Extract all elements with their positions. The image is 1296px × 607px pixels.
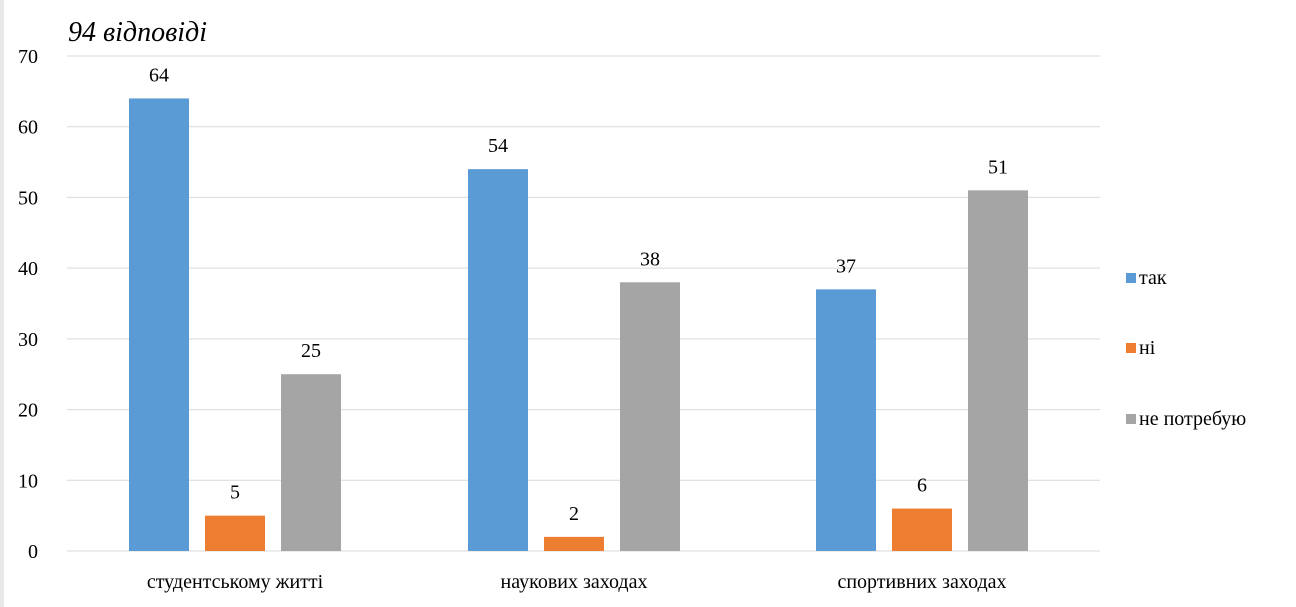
- y-tick-label: 30: [18, 329, 38, 351]
- x-category-label: студентському житті: [147, 571, 324, 593]
- y-tick-label: 70: [18, 46, 38, 68]
- legend-swatch: [1126, 343, 1136, 353]
- y-tick-label: 40: [18, 258, 38, 280]
- y-tick-label: 0: [28, 541, 38, 563]
- bar-не-потребую-1: [281, 374, 341, 551]
- data-label: 2: [569, 503, 579, 525]
- chart-subtitle: 94 відповіді: [68, 17, 207, 48]
- legend-label: не потребую: [1139, 408, 1246, 430]
- data-labels: 64 5 25 54 2 38 37 6 51: [149, 64, 1008, 524]
- legend-label: так: [1139, 267, 1167, 289]
- data-label: 6: [917, 475, 927, 497]
- axes: 0 10 20 30 40 50 60 70 студентському житті науков…: [18, 46, 1007, 593]
- data-label: 37: [836, 255, 856, 277]
- data-label: 5: [230, 482, 240, 504]
- y-tick-label: 60: [18, 117, 38, 139]
- bar-не-потребую-3: [968, 190, 1028, 551]
- bar-так-1: [129, 98, 189, 551]
- legend-label: ні: [1139, 337, 1156, 359]
- bar-ні-2: [544, 536, 604, 551]
- x-category-label: спортивних заходах: [837, 571, 1006, 593]
- data-label: 25: [301, 340, 321, 362]
- y-tick-label: 20: [18, 400, 38, 422]
- bar-не-потребую-2: [620, 282, 680, 551]
- bar-так-2: [468, 169, 528, 551]
- bars: [129, 98, 1028, 551]
- bar-ні-1: [205, 515, 265, 551]
- legend-swatch: [1126, 414, 1136, 424]
- data-label: 64: [149, 64, 169, 86]
- bar-так-3: [816, 289, 876, 551]
- legend: так ні не потребую: [1126, 267, 1246, 430]
- x-category-label: наукових заходах: [501, 571, 648, 593]
- data-label: 51: [988, 156, 1008, 178]
- gridlines: [67, 55, 1100, 552]
- y-tick-label: 10: [18, 470, 38, 492]
- data-label: 38: [640, 248, 660, 270]
- y-tick-label: 50: [18, 187, 38, 209]
- data-label: 54: [488, 135, 508, 157]
- legend-swatch: [1126, 273, 1136, 283]
- bar-ні-3: [892, 508, 952, 551]
